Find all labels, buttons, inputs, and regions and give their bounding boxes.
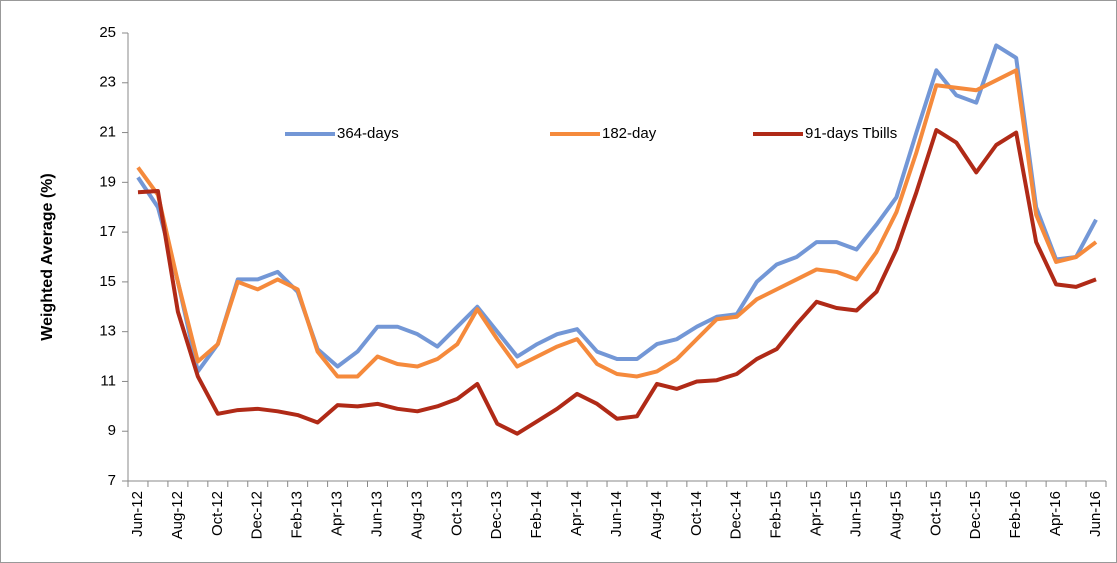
x-tick-label: Dec-12: [249, 491, 266, 539]
x-tick-label: Aug-12: [169, 491, 186, 539]
x-tick-label: Dec-15: [967, 491, 984, 539]
x-tick-label: Apr-13: [329, 491, 346, 536]
x-tick-label: Aug-15: [887, 491, 904, 539]
x-tick-label: Oct-15: [927, 491, 944, 536]
y-tick-label: 17: [99, 223, 116, 240]
x-tick-label: Oct-14: [688, 491, 705, 536]
legend-label: 182-day: [602, 125, 657, 142]
y-tick-label: 19: [99, 173, 116, 190]
y-tick-label: 13: [99, 323, 116, 340]
legend-label: 364-days: [337, 125, 399, 142]
x-tick-label: Apr-16: [1047, 491, 1064, 536]
x-tick-label: Feb-15: [768, 491, 785, 539]
legend-label: 91-days Tbills: [805, 125, 897, 142]
x-tick-label: Feb-16: [1007, 491, 1024, 539]
x-tick-label: Apr-14: [568, 491, 585, 536]
x-tick-label: Jun-15: [847, 491, 864, 537]
x-tick-label: Feb-14: [528, 491, 545, 539]
x-tick-label: Oct-13: [448, 491, 465, 536]
x-tick-label: Jun-16: [1087, 491, 1104, 537]
y-tick-label: 23: [99, 74, 116, 91]
line-series: [137, 128, 1097, 436]
x-tick-label: Jun-12: [129, 491, 146, 537]
x-tick-label: Dec-14: [728, 491, 745, 539]
x-tick-label: Jun-14: [608, 491, 625, 537]
x-tick-label: Dec-13: [488, 491, 505, 539]
line-series: [136, 68, 1098, 379]
x-tick-label: Aug-13: [408, 491, 425, 539]
y-tick-label: 9: [108, 422, 116, 439]
y-tick-label: 7: [108, 472, 116, 489]
y-tick-label: 11: [100, 372, 116, 389]
x-tick-label: Oct-12: [209, 491, 226, 536]
x-tick-label: Feb-13: [289, 491, 306, 539]
x-tick-label: Apr-15: [808, 491, 825, 536]
x-tick-label: Aug-14: [648, 491, 665, 539]
y-tick-label: 25: [99, 24, 116, 41]
y-tick-label: 15: [99, 273, 116, 290]
x-tick-label: Jun-13: [368, 491, 385, 537]
y-axis-label: Weighted Average (%): [39, 173, 56, 340]
y-tick-label: 21: [99, 124, 116, 141]
